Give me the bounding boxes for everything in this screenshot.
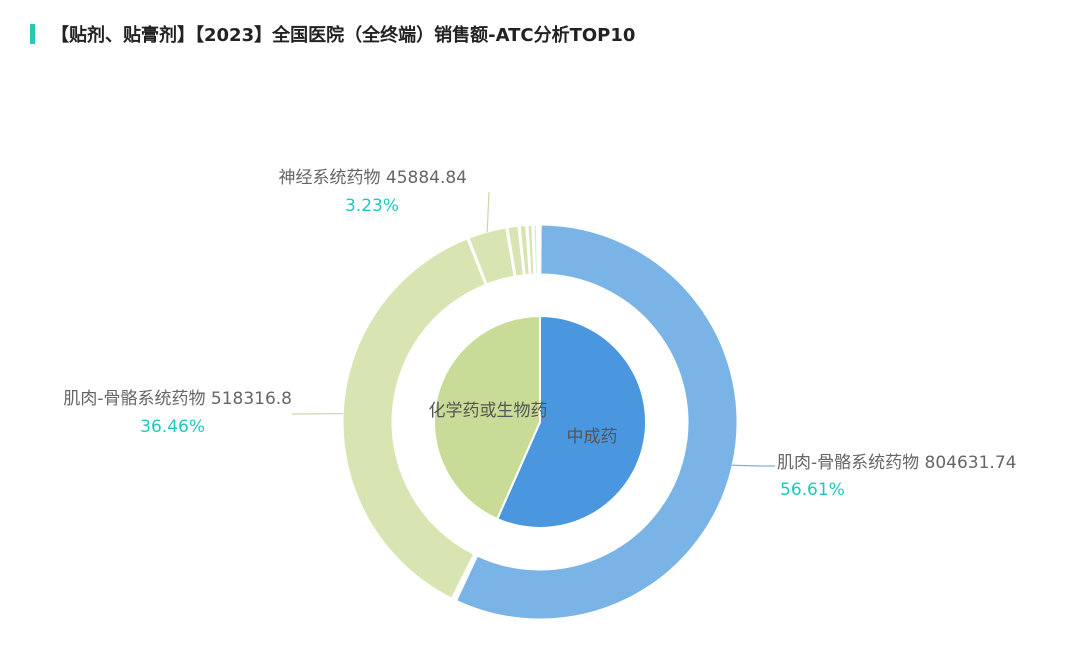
outer-slice-6 (519, 224, 530, 276)
outer-label-name-1: 肌肉-骨骼系统药物 518316.8 (63, 389, 292, 409)
outer-slice-4 (468, 227, 515, 285)
outer-slice-0 (456, 224, 738, 620)
outer-slice-8 (533, 224, 538, 275)
outer-label-percent-1: 36.46% (140, 417, 205, 437)
outer-label-name-0: 肌肉-骨骼系统药物 804631.74 (777, 453, 1016, 473)
inner-pie (433, 314, 647, 529)
leader-line-2 (486, 191, 490, 233)
outer-ring (342, 224, 738, 620)
outer-slice-5 (507, 225, 524, 277)
inner-label-chemical-bio: 化学药或生物药 (429, 401, 548, 421)
outer-label-name-2: 神经系统药物 45884.84 (278, 168, 467, 188)
outer-slice-1 (453, 554, 477, 601)
title-accent-bar (30, 24, 35, 44)
outer-slice-3 (342, 238, 486, 599)
leader-line-0 (732, 464, 775, 467)
chart-title-bar: 【贴剂、贴膏剂】【2023】全国医院（全终端）销售额-ATC分析TOP10 (30, 24, 636, 46)
outer-slice-7 (527, 224, 535, 275)
outer-label-percent-0: 56.61% (780, 480, 845, 500)
chart-title: 【贴剂、贴膏剂】【2023】全国医院（全终端）销售额-ATC分析TOP10 (51, 25, 636, 46)
outer-slice-2 (451, 553, 476, 600)
inner-slice-0 (495, 314, 647, 529)
leader-lines (292, 191, 775, 467)
outer-slice-9 (538, 224, 540, 275)
outer-label-percent-2: 3.23% (345, 196, 399, 216)
inner-slice-1 (433, 314, 541, 521)
outer-labels: 肌肉-骨骼系统药物 804631.74 56.61% 肌肉-骨骼系统药物 51831… (63, 168, 1016, 500)
inner-label-chinese-medicine: 中成药 (567, 427, 618, 447)
